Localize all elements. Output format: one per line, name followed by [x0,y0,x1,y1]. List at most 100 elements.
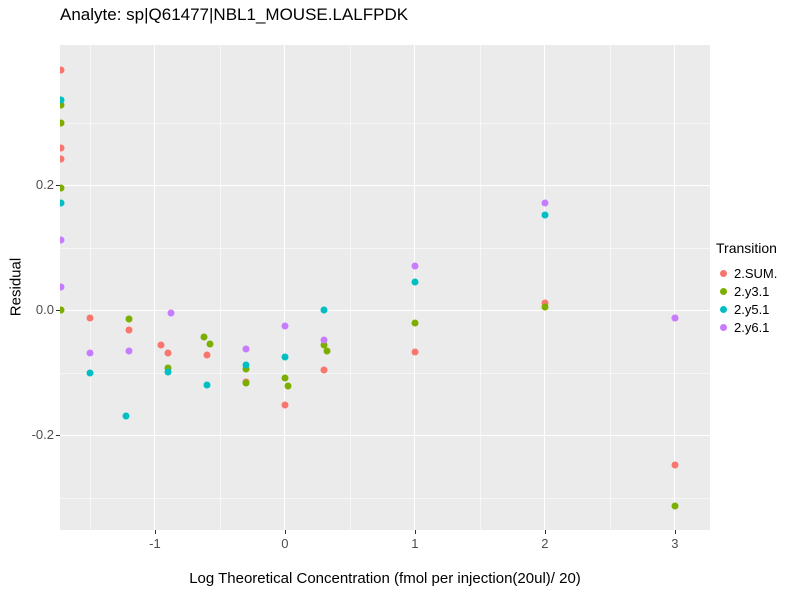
legend-item-label: 2.y5.1 [734,301,770,317]
data-point [60,199,65,206]
y-tick-mark [56,185,60,186]
y-tick-mark [56,310,60,311]
gridline-x-major [154,45,156,530]
data-point [411,262,419,270]
data-point [60,283,65,291]
plot-panel [60,45,710,530]
data-point [86,369,94,376]
x-tick-mark [284,530,286,534]
data-point [411,319,419,327]
data-point [541,211,549,219]
gridline-y-minor [60,247,710,249]
data-point [671,314,679,322]
data-point [86,349,94,356]
gridline-x-minor [609,45,611,530]
x-tick-label: 2 [541,536,549,551]
data-point [281,374,289,381]
legend-swatch-icon [720,305,727,313]
data-point [206,340,213,348]
data-point [320,366,328,374]
y-tick-label: 0.2 [35,177,54,192]
data-point [281,401,289,409]
data-point [164,349,172,356]
data-point [203,351,211,359]
gridline-x-minor [349,45,351,530]
data-point [164,368,172,376]
data-point [284,382,291,390]
gridline-x-minor [479,45,481,530]
data-point [541,299,549,306]
y-tick-label: 0.0 [35,302,54,317]
data-point [320,341,328,349]
gridline-x-major [544,45,546,530]
data-point [411,348,419,356]
data-point [60,155,65,163]
gridline-x-minor [219,45,221,530]
data-point [60,306,65,314]
data-point [323,347,330,355]
gridline-y-major [60,184,710,186]
x-tick-mark [154,530,156,534]
x-axis-title: Log Theoretical Concentration (fmol per … [189,570,581,587]
x-tick-mark [674,530,676,534]
data-point [157,341,165,349]
data-point [60,236,65,244]
data-point [242,379,250,387]
data-point [60,101,65,109]
data-point [671,502,679,510]
x-tick-label: 3 [671,536,679,551]
legend-item: 2.y3.1 [716,282,777,300]
gridline-y-major [60,434,710,436]
legend-items: 2.SUM. 2.y3.1 2.y5.1 2.y6.1 [716,264,777,336]
gridline-y-minor [60,497,710,499]
x-tick-mark [414,530,416,534]
data-point [86,314,94,322]
gridline-x-major [414,45,416,530]
x-tick-mark [544,530,546,534]
data-point [320,306,328,314]
x-tick-label: 0 [281,536,289,551]
data-point [242,345,250,353]
legend-swatch-icon [720,323,727,331]
data-point [541,199,549,206]
legend-item-label: 2.y3.1 [734,283,770,299]
data-point [541,303,549,311]
legend-title: Transition [716,240,777,256]
data-point [242,361,250,369]
data-point [281,353,289,361]
data-point [60,96,65,104]
gridline-x-major [674,45,676,530]
legend: Transition 2.SUM. 2.y3.1 2.y5.1 2.y6.1 [716,240,777,336]
data-point [242,365,250,373]
chart-title: Analyte: sp|Q61477|NBL1_MOUSE.LALFPDK [60,5,409,24]
data-point [60,184,65,192]
data-point [125,347,133,355]
data-point [125,315,133,323]
x-tick-label: 1 [411,536,419,551]
gridline-x-major [284,45,286,530]
x-tick-label: -1 [149,536,161,551]
y-tick-mark [56,435,60,436]
legend-item-label: 2.y6.1 [734,319,770,335]
data-point [60,66,65,74]
data-point [281,322,289,330]
data-point [60,144,65,152]
data-point [167,309,174,317]
gridline-y-major [60,309,710,311]
legend-swatch-icon [720,287,727,295]
data-point [203,381,211,389]
y-tick-label: -0.2 [31,427,54,442]
legend-swatch-icon [720,269,727,277]
data-point [411,278,419,286]
data-point [164,364,172,371]
legend-item-label: 2.SUM. [734,265,778,281]
gridline-y-minor [60,372,710,374]
data-point [122,412,130,420]
legend-item: 2.y5.1 [716,300,777,318]
data-point [320,336,328,344]
gridline-y-minor [60,122,710,124]
data-point [125,326,133,334]
gridline-x-minor [89,45,91,530]
legend-item: 2.y6.1 [716,318,777,336]
